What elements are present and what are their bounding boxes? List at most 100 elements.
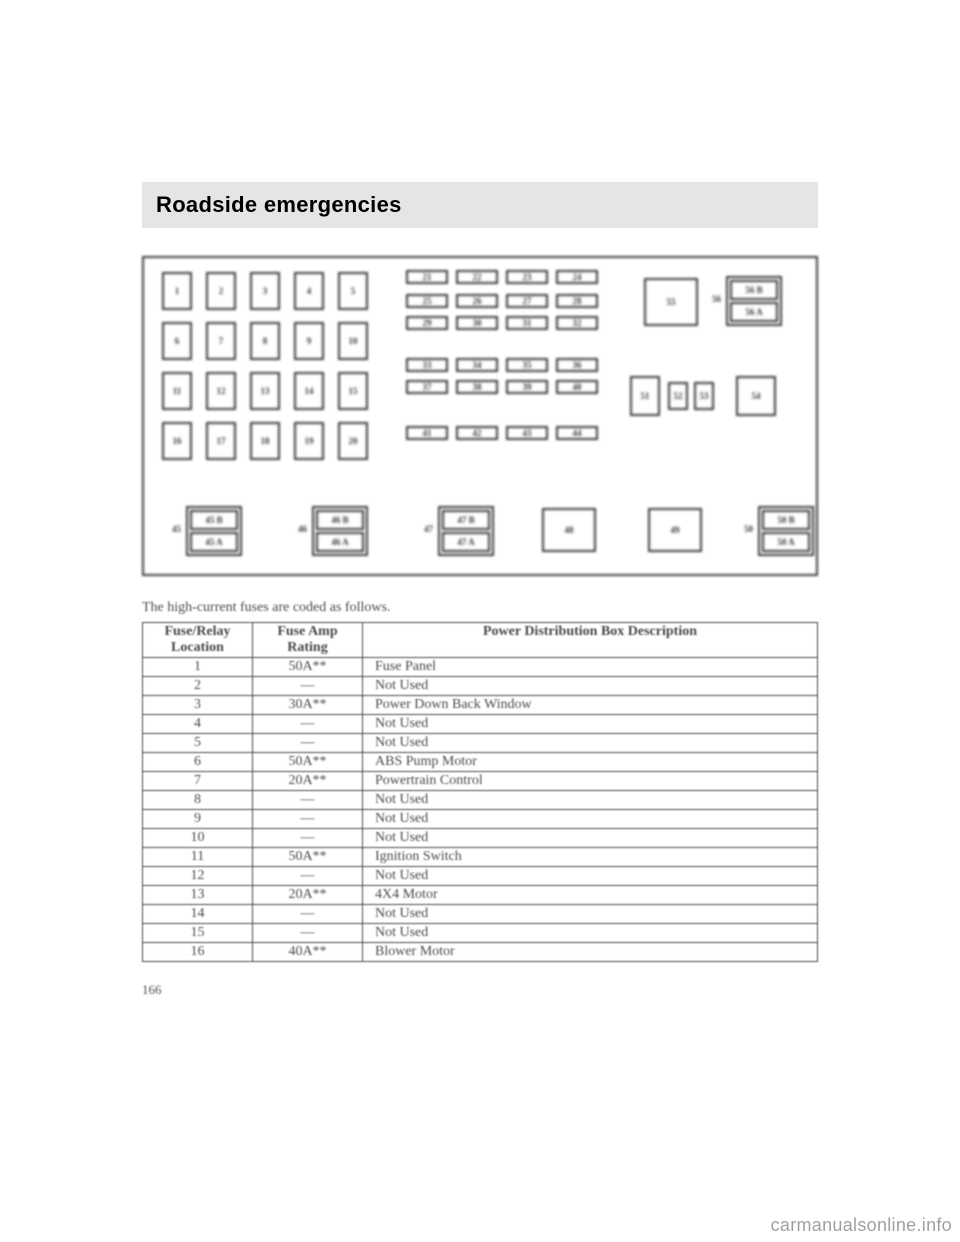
fuse-slot: 47 B47 A (438, 506, 494, 556)
fuse-slot: 51 (630, 376, 660, 416)
table-row: 650A**ABS Pump Motor (143, 753, 818, 772)
cell-description: ABS Pump Motor (363, 753, 818, 772)
fuse-slot: 52 (668, 382, 688, 410)
fuse-slot: 39 (506, 380, 548, 394)
fuse-slot: 38 (456, 380, 498, 394)
table-row: 330A**Power Down Back Window (143, 696, 818, 715)
table-row: 12—Not Used (143, 867, 818, 886)
fuse-slot: 15 (338, 372, 368, 410)
cell-location: 7 (143, 772, 253, 791)
fuse-slot: 27 (506, 294, 548, 308)
fuse-slot: 7 (206, 322, 236, 360)
fuse-slot: 29 (406, 316, 448, 330)
table-row: 8—Not Used (143, 791, 818, 810)
cell-location: 4 (143, 715, 253, 734)
cell-location: 3 (143, 696, 253, 715)
fuse-slot: 23 (506, 270, 548, 284)
fuse-slot: 43 (506, 426, 548, 440)
cell-location: 10 (143, 829, 253, 848)
cell-rating: — (253, 924, 363, 943)
fuse-slot: 53 (694, 382, 714, 410)
fuse-label: 50 (744, 524, 753, 534)
cell-rating: — (253, 677, 363, 696)
fuse-slot: 48 (542, 508, 596, 552)
cell-location: 5 (143, 734, 253, 753)
fuse-slot: 44 (556, 426, 598, 440)
cell-rating: 50A** (253, 658, 363, 677)
fuse-box-diagram: 1234567891011121314151617181920212223242… (142, 256, 818, 576)
page-number: 166 (142, 982, 818, 998)
table-caption: The high-current fuses are coded as foll… (142, 600, 818, 616)
fuse-label: 56 (712, 294, 721, 304)
fuse-slot: 12 (206, 372, 236, 410)
table-row: 5—Not Used (143, 734, 818, 753)
fuse-slot: 45 B45 A (186, 506, 242, 556)
fuse-label: 46 (298, 524, 307, 534)
fuse-slot: 16 (162, 422, 192, 460)
cell-location: 6 (143, 753, 253, 772)
cell-description: Ignition Switch (363, 848, 818, 867)
fuse-table: Fuse/RelayLocation Fuse AmpRating Power … (142, 622, 818, 962)
fuse-slot: 5 (338, 272, 368, 310)
cell-description: Not Used (363, 677, 818, 696)
cell-description: Not Used (363, 734, 818, 753)
fuse-slot: 20 (338, 422, 368, 460)
cell-description: Not Used (363, 791, 818, 810)
page-content: Roadside emergencies 1234567891011121314… (142, 182, 818, 998)
table-row: 2—Not Used (143, 677, 818, 696)
fuse-slot: 31 (506, 316, 548, 330)
cell-rating: — (253, 734, 363, 753)
table-row: 1320A**4X4 Motor (143, 886, 818, 905)
fuse-slot: 17 (206, 422, 236, 460)
cell-rating: 40A** (253, 943, 363, 962)
fuse-slot: 4 (294, 272, 324, 310)
fuse-slot: 11 (162, 372, 192, 410)
cell-rating: — (253, 867, 363, 886)
cell-location: 12 (143, 867, 253, 886)
cell-description: 4X4 Motor (363, 886, 818, 905)
cell-location: 15 (143, 924, 253, 943)
cell-rating: 50A** (253, 753, 363, 772)
fuse-slot: 22 (456, 270, 498, 284)
fuse-slot: 13 (250, 372, 280, 410)
cell-location: 9 (143, 810, 253, 829)
fuse-slot: 33 (406, 358, 448, 372)
fuse-slot: 21 (406, 270, 448, 284)
cell-rating: 50A** (253, 848, 363, 867)
fuse-slot: 26 (456, 294, 498, 308)
table-row: 1640A**Blower Motor (143, 943, 818, 962)
cell-rating: — (253, 810, 363, 829)
fuse-slot: 8 (250, 322, 280, 360)
table-row: 4—Not Used (143, 715, 818, 734)
fuse-slot: 34 (456, 358, 498, 372)
cell-description: Not Used (363, 924, 818, 943)
fuse-slot: 1 (162, 272, 192, 310)
th-location: Fuse/RelayLocation (143, 623, 253, 658)
watermark-text: carmanualsonline.info (771, 1215, 952, 1236)
fuse-slot: 19 (294, 422, 324, 460)
cell-description: Not Used (363, 829, 818, 848)
cell-description: Not Used (363, 810, 818, 829)
fuse-slot: 32 (556, 316, 598, 330)
fuse-slot: 6 (162, 322, 192, 360)
cell-rating: 20A** (253, 772, 363, 791)
cell-rating: 30A** (253, 696, 363, 715)
fuse-slot: 30 (456, 316, 498, 330)
cell-location: 8 (143, 791, 253, 810)
th-rating: Fuse AmpRating (253, 623, 363, 658)
cell-location: 13 (143, 886, 253, 905)
fuse-slot: 54 (736, 376, 776, 416)
page-title: Roadside emergencies (156, 192, 804, 218)
fuse-slot: 55 (644, 278, 698, 326)
header-bar: Roadside emergencies (142, 182, 818, 228)
table-header-row: Fuse/RelayLocation Fuse AmpRating Power … (143, 623, 818, 658)
fuse-slot: 40 (556, 380, 598, 394)
cell-location: 14 (143, 905, 253, 924)
fuse-slot: 46 B46 A (312, 506, 368, 556)
table-row: 10—Not Used (143, 829, 818, 848)
cell-description: Blower Motor (363, 943, 818, 962)
fuse-slot: 10 (338, 322, 368, 360)
fuse-slot: 14 (294, 372, 324, 410)
cell-rating: 20A** (253, 886, 363, 905)
table-body: 150A**Fuse Panel2—Not Used330A**Power Do… (143, 658, 818, 962)
